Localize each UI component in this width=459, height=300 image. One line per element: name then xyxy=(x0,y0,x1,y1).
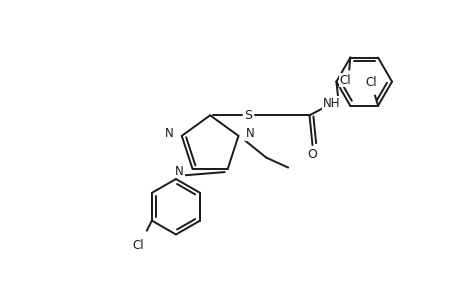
Text: Cl: Cl xyxy=(364,76,376,89)
Text: S: S xyxy=(243,109,252,122)
Text: O: O xyxy=(307,148,317,161)
Text: Cl: Cl xyxy=(132,239,144,252)
Text: N: N xyxy=(246,128,254,140)
Text: NH: NH xyxy=(322,97,339,110)
Text: Cl: Cl xyxy=(339,74,350,87)
Text: N: N xyxy=(164,128,173,140)
Text: N: N xyxy=(175,165,184,178)
